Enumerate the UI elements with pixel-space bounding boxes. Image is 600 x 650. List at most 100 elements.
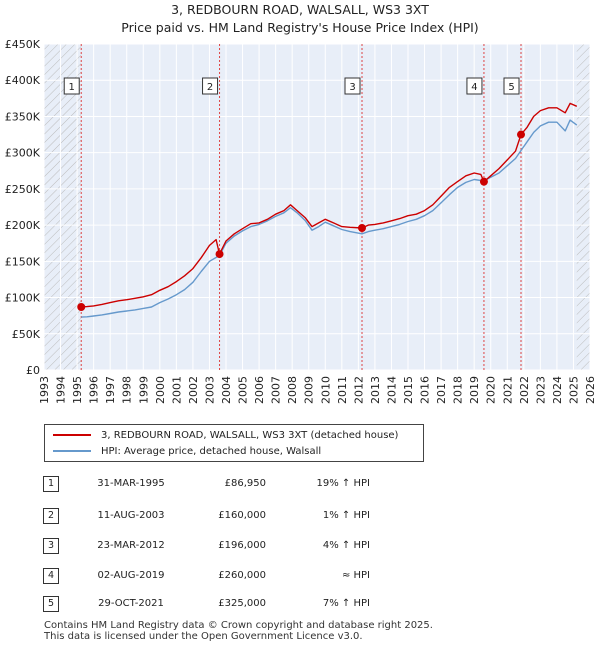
sale-marker-box bbox=[202, 77, 219, 95]
x-tick-label: 2025 bbox=[567, 376, 580, 404]
x-tick-label: 2012 bbox=[352, 376, 365, 404]
x-tick-label: 2006 bbox=[253, 376, 266, 404]
x-tick-label: 2017 bbox=[435, 376, 448, 404]
chart-legend: 3, REDBOURN ROAD, WALSALL, WS3 3XT (deta… bbox=[44, 424, 424, 462]
transaction-date: 02-AUG-2019 bbox=[97, 570, 165, 581]
x-tick-label: 2011 bbox=[336, 376, 349, 404]
legend-item-hpi: HPI: Average price, detached house, Wals… bbox=[53, 443, 321, 459]
x-tick-label: 2008 bbox=[286, 376, 299, 404]
sale-point bbox=[215, 250, 224, 259]
transaction-date: 29-OCT-2021 bbox=[98, 598, 164, 609]
transaction-number: 4 bbox=[43, 568, 59, 584]
x-tick-label: 2016 bbox=[419, 376, 432, 404]
transaction-price: £160,000 bbox=[218, 510, 266, 521]
transaction-hpi: 19% ↑ HPI bbox=[316, 478, 370, 489]
x-tick-label: 2020 bbox=[485, 376, 498, 404]
legend-label-property: 3, REDBOURN ROAD, WALSALL, WS3 3XT (deta… bbox=[101, 429, 399, 441]
x-tick-label: 2000 bbox=[154, 376, 167, 404]
y-tick-label: £250K bbox=[5, 183, 41, 196]
sale-point bbox=[479, 177, 488, 186]
transaction-date: 23-MAR-2012 bbox=[97, 540, 165, 551]
x-tick-label: 2023 bbox=[534, 376, 547, 404]
x-tick-label: 2014 bbox=[385, 376, 398, 404]
x-tick-label: 2015 bbox=[402, 376, 415, 404]
transaction-row: 3 23-MAR-2012 £196,000 4% ↑ HPI bbox=[0, 538, 600, 558]
y-tick-label: £150K bbox=[5, 255, 41, 268]
transaction-hpi: 1% ↑ HPI bbox=[322, 510, 370, 521]
y-tick-label: £450K bbox=[5, 38, 41, 51]
transaction-number: 2 bbox=[43, 508, 59, 524]
x-tick-label: 2013 bbox=[369, 376, 382, 404]
x-tick-label: 1994 bbox=[55, 376, 68, 404]
x-tick-label: 1996 bbox=[88, 376, 101, 404]
transaction-date: 11-AUG-2003 bbox=[97, 510, 165, 521]
sale-marker-label: 1 bbox=[63, 77, 80, 95]
x-tick-label: 2003 bbox=[203, 376, 216, 404]
y-tick-label: £0 bbox=[26, 364, 40, 377]
hpi-series-line bbox=[81, 119, 578, 318]
legend-label-hpi: HPI: Average price, detached house, Wals… bbox=[101, 445, 322, 457]
hatched-region-start bbox=[44, 44, 82, 370]
sale-point bbox=[77, 303, 86, 312]
x-tick-label: 2009 bbox=[303, 376, 316, 404]
x-tick-label: 2001 bbox=[170, 376, 183, 404]
sale-marker-label: 4 bbox=[466, 77, 483, 95]
transaction-hpi: 4% ↑ HPI bbox=[322, 540, 370, 551]
transaction-number: 1 bbox=[43, 476, 59, 492]
x-tick-label: 2004 bbox=[220, 376, 233, 404]
footer-copyright: Contains HM Land Registry data © Crown c… bbox=[44, 620, 433, 631]
y-tick-label: £300K bbox=[5, 147, 41, 160]
sale-marker-number: 3 bbox=[349, 82, 355, 93]
sale-point bbox=[517, 130, 526, 139]
transaction-row: 5 29-OCT-2021 £325,000 7% ↑ HPI bbox=[0, 596, 600, 616]
x-tick-label: 1997 bbox=[104, 376, 117, 404]
x-tick-label: 1998 bbox=[121, 376, 134, 404]
transaction-row: 2 11-AUG-2003 £160,000 1% ↑ HPI bbox=[0, 508, 600, 528]
transaction-price: £260,000 bbox=[218, 570, 266, 581]
transaction-date: 31-MAR-1995 bbox=[97, 478, 165, 489]
y-tick-label: £350K bbox=[5, 110, 41, 123]
x-tick-label: 2022 bbox=[518, 376, 531, 404]
property-series-line bbox=[81, 102, 578, 308]
chart-title: 3, REDBOURN ROAD, WALSALL, WS3 3XT bbox=[171, 2, 429, 17]
transaction-price: £325,000 bbox=[218, 598, 266, 609]
y-tick-label: £100K bbox=[5, 292, 41, 305]
y-tick-label: £200K bbox=[5, 219, 41, 232]
sale-marker-number: 5 bbox=[508, 82, 514, 93]
sale-marker-label: 5 bbox=[503, 77, 520, 95]
transaction-price: £196,000 bbox=[218, 540, 266, 551]
hatched-region-end bbox=[576, 44, 590, 370]
footer-licence: This data is licensed under the Open Gov… bbox=[44, 631, 363, 642]
legend-swatch-hpi bbox=[53, 450, 91, 452]
x-tick-label: 2021 bbox=[501, 376, 514, 404]
sale-marker-label: 3 bbox=[344, 77, 361, 95]
x-tick-label: 2005 bbox=[237, 376, 250, 404]
transaction-hpi: 7% ↑ HPI bbox=[322, 598, 370, 609]
sale-marker-box bbox=[63, 77, 80, 95]
chart-subtitle: Price paid vs. HM Land Registry's House … bbox=[121, 20, 479, 35]
price-chart: £0 £50K £100K £150K £200K £250K £300K £350K £400… bbox=[5, 38, 597, 404]
transaction-row: 4 02-AUG-2019 £260,000 ≈ HPI bbox=[0, 568, 600, 588]
y-tick-label: £50K bbox=[12, 328, 41, 341]
sale-marker-number: 1 bbox=[69, 82, 75, 93]
transaction-price: £86,950 bbox=[224, 478, 266, 489]
y-tick-label: £400K bbox=[5, 74, 41, 87]
x-tick-label: 2026 bbox=[584, 376, 597, 404]
x-tick-label: 2002 bbox=[187, 376, 200, 404]
x-tick-label: 2007 bbox=[270, 376, 283, 404]
x-tick-label: 2018 bbox=[452, 376, 465, 404]
footer-attribution: Contains HM Land Registry data © Crown c… bbox=[44, 620, 433, 642]
sale-marker-label: 2 bbox=[202, 77, 219, 95]
transaction-hpi: ≈ HPI bbox=[341, 570, 370, 581]
x-tick-label: 1995 bbox=[71, 376, 84, 404]
sale-marker-box bbox=[344, 77, 361, 95]
sale-marker-box bbox=[466, 77, 483, 95]
legend-swatch-property bbox=[53, 434, 91, 436]
sale-marker-number: 2 bbox=[207, 82, 213, 93]
x-tick-label: 2019 bbox=[468, 376, 481, 404]
transaction-number: 3 bbox=[43, 538, 59, 554]
x-tick-label: 1993 bbox=[38, 376, 51, 404]
x-tick-label: 2024 bbox=[551, 376, 564, 404]
transaction-row: 1 31-MAR-1995 £86,950 19% ↑ HPI bbox=[0, 476, 600, 496]
sale-marker-number: 4 bbox=[471, 82, 477, 93]
